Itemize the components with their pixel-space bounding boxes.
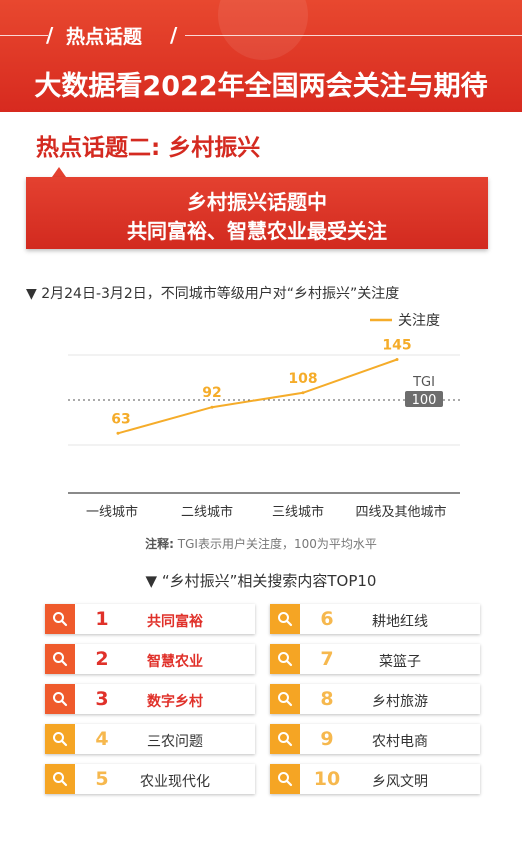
search-rank: 7	[320, 648, 334, 670]
x-tick-label: 一线城市	[86, 504, 138, 520]
search-icon	[45, 684, 75, 714]
callout-line-2: 共同富裕、智慧农业最受关注	[127, 219, 387, 243]
search-rank: 9	[320, 728, 334, 750]
search-term: 三农问题	[147, 734, 203, 750]
search-item[interactable]: 4 三农问题	[45, 724, 255, 754]
search-icon	[270, 764, 300, 794]
header-tag: 热点话题	[66, 26, 143, 48]
search-rank: 1	[95, 608, 109, 630]
search-term: 共同富裕	[147, 614, 203, 630]
reference-line-label: TGI	[412, 375, 435, 390]
chart-note-label: 注释:	[145, 537, 174, 551]
search-item[interactable]: 1 共同富裕	[45, 604, 255, 634]
callout-line-1: 乡村振兴话题中	[187, 190, 327, 214]
chart-note: 注释: TGI表示用户关注度，100为平均水平	[0, 535, 522, 552]
slash-left: /	[46, 23, 54, 47]
search-term: 乡风文明	[372, 774, 428, 790]
search-rank: 8	[320, 688, 334, 710]
search-term: 乡村旅游	[372, 694, 428, 710]
search-term: 农业现代化	[140, 774, 210, 790]
search-term: 菜篮子	[379, 654, 421, 670]
search-rank: 5	[95, 768, 109, 790]
search-item[interactable]: 9 农村电商	[270, 724, 480, 754]
search-rank: 3	[95, 688, 109, 710]
callout-pointer	[52, 167, 66, 177]
search-icon	[270, 604, 300, 634]
x-tick-label: 二线城市	[181, 504, 233, 520]
search-rank: 6	[320, 608, 334, 630]
search-rank: 2	[95, 648, 109, 670]
header-banner: / 热点话题 / 大数据看2022年全国两会关注与期待	[0, 0, 522, 112]
data-label: 108	[288, 371, 317, 387]
search-item[interactable]: 8 乡村旅游	[270, 684, 480, 714]
search-title: ▼ “乡村振兴”相关搜索内容TOP10	[145, 572, 377, 590]
reference-value-badge	[405, 391, 443, 407]
search-icon	[45, 764, 75, 794]
data-label: 63	[111, 411, 130, 427]
x-tick-label: 三线城市	[272, 504, 324, 520]
series-line	[117, 358, 398, 435]
search-item[interactable]: 3 数字乡村	[45, 684, 255, 714]
search-item[interactable]: 6 耕地红线	[270, 604, 480, 634]
data-label: 145	[382, 338, 411, 354]
search-icon	[45, 604, 75, 634]
data-point	[116, 431, 120, 435]
search-term: 智慧农业	[147, 654, 203, 670]
search-item[interactable]: 5 农业现代化	[45, 764, 255, 794]
slash-right: /	[170, 23, 178, 47]
search-item[interactable]: 7 菜篮子	[270, 644, 480, 674]
search-term: 数字乡村	[147, 694, 203, 710]
search-item[interactable]: 10 乡风文明	[270, 764, 480, 794]
search-item[interactable]: 2 智慧农业	[45, 644, 255, 674]
tag-line-left	[0, 35, 48, 36]
search-icon	[270, 684, 300, 714]
legend-label: 关注度	[398, 313, 440, 329]
search-icon	[45, 724, 75, 754]
page-title: 大数据看2022年全国两会关注与期待	[34, 71, 488, 102]
search-term: 农村电商	[372, 734, 428, 750]
tag-line-right	[185, 35, 522, 36]
x-tick-label: 四线及其他城市	[355, 504, 446, 520]
data-point	[210, 405, 214, 409]
chart-subtitle: ▼ 2月24日-3月2日，不同城市等级用户对“乡村振兴”关注度	[26, 286, 400, 302]
search-icon	[270, 644, 300, 674]
search-rank: 4	[95, 728, 109, 750]
callout-box: 乡村振兴话题中 共同富裕、智慧农业最受关注	[26, 177, 488, 249]
search-rank: 10	[313, 768, 341, 790]
data-label: 92	[202, 385, 221, 401]
topic-title: 热点话题二: 乡村振兴	[36, 135, 261, 161]
reference-value-label: 100	[412, 393, 437, 408]
search-icon	[45, 644, 75, 674]
search-icon	[270, 724, 300, 754]
data-point	[395, 358, 399, 361]
header-tag-row: / 热点话题 /	[0, 20, 522, 50]
search-term: 耕地红线	[372, 614, 428, 630]
line-chart: TGI 100 关注度 63 92 108 145 一线城市 二线城市 三线城市 四线及其他城市	[68, 313, 460, 520]
chart-note-text: TGI表示用户关注度，100为平均水平	[177, 537, 377, 551]
data-point	[301, 391, 305, 395]
